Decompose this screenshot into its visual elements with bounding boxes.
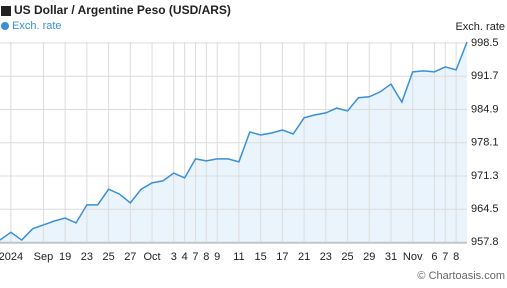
y-tick-label: 991.7 (471, 70, 499, 82)
y-axis-label: Exch. rate (455, 21, 505, 33)
x-tick-label: 29 (363, 251, 375, 263)
x-tick-label: 7 (192, 251, 198, 263)
x-tick-label: 11 (233, 251, 244, 263)
x-tick-label: 25 (341, 251, 353, 263)
area-fill (0, 42, 467, 243)
y-tick-label: 957.8 (471, 236, 499, 248)
x-tick-label: 19 (59, 251, 71, 263)
x-tick-label: Oct (143, 251, 160, 263)
y-tick-label: 964.5 (471, 203, 499, 215)
x-tick-label: 25 (102, 251, 114, 263)
y-tick-label: 984.9 (471, 103, 499, 115)
x-tick-label: 3 (171, 251, 177, 263)
x-tick-label: 8 (203, 251, 209, 263)
y-tick-label: 971.3 (471, 170, 499, 182)
x-tick-label: 23 (81, 251, 93, 263)
x-tick-label: Sep (34, 251, 54, 263)
chart-title: US Dollar / Argentine Peso (USD/ARS) (14, 3, 231, 17)
x-tick-label: 15 (255, 251, 267, 263)
x-tick-label: Nov (403, 251, 423, 263)
y-tick-label: 978.1 (471, 137, 499, 149)
title-icon (1, 6, 11, 16)
x-tick-label: 23 (320, 251, 332, 263)
x-tick-label: 2024 (0, 251, 23, 263)
line (0, 41, 468, 242)
x-tick-label: 31 (385, 251, 397, 263)
x-tick-label: 7 (442, 251, 448, 263)
x-tick-label: 6 (431, 251, 437, 263)
x-tick-label: 27 (124, 251, 136, 263)
legend-label: Exch. rate (12, 20, 62, 32)
y-tick-label: 998.5 (471, 37, 499, 49)
legend-marker (1, 22, 9, 30)
x-tick-label: 9 (214, 251, 220, 263)
x-tick-label: 21 (298, 251, 310, 263)
x-tick-label: 8 (453, 251, 459, 263)
x-tick-label: 4 (182, 251, 188, 263)
credit: © Chartoasis.com (417, 270, 505, 282)
x-tick-label: 17 (276, 251, 288, 263)
